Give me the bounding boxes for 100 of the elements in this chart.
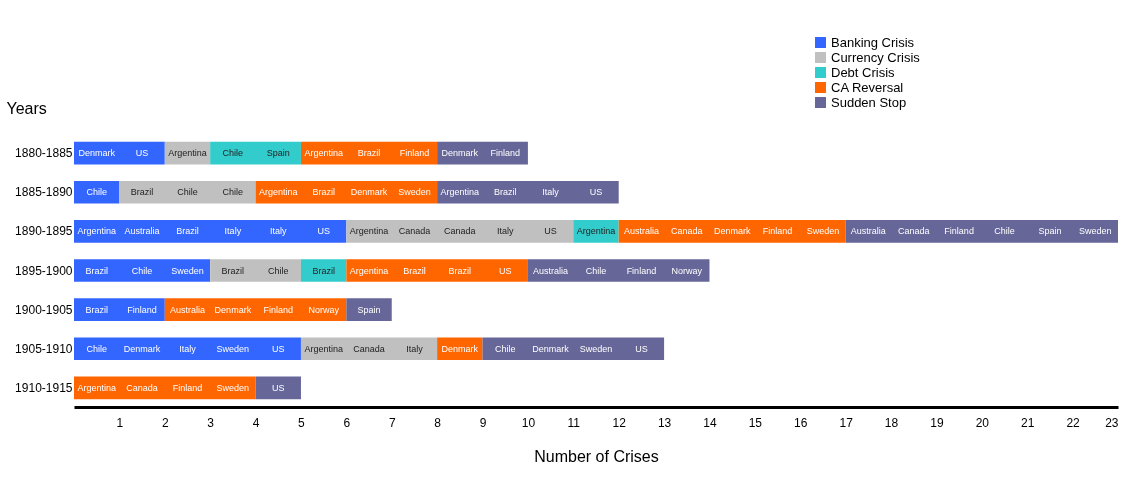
annotation: Spain [1038, 226, 1062, 237]
annotation: Chile [131, 265, 153, 276]
bar [482, 337, 665, 361]
annotation: Brazil [448, 265, 472, 276]
x-axis-title: Number of Crises [534, 447, 659, 465]
legend-label: CA Reversal [831, 79, 904, 95]
bar [74, 141, 165, 165]
annotation: Brazil [312, 187, 335, 198]
bar [74, 180, 120, 204]
x-tick-label: 12 [612, 415, 627, 430]
annotation: Canada [444, 226, 476, 237]
annotation: Norway [671, 265, 703, 276]
x-tick-label: 1 [116, 415, 124, 430]
annotation: Finland [944, 226, 974, 237]
x-tick-label: 3 [207, 415, 215, 430]
x-tick-label: 18 [884, 415, 899, 430]
y-tick-label: 1890-1895 [15, 224, 73, 239]
annotation: Canada [398, 226, 431, 237]
annotation: Italy [496, 226, 514, 237]
annotation: Argentina [168, 148, 207, 159]
bar [210, 141, 301, 165]
annotation: Canada [126, 382, 158, 393]
annotation: Argentina [77, 226, 116, 237]
bar [346, 259, 528, 282]
annotation: Argentina [77, 382, 116, 393]
annotation: Denmark [78, 148, 116, 159]
annotation: Chile [268, 265, 289, 276]
annotation: Sweden [398, 187, 431, 198]
annotation: Chile [585, 265, 607, 276]
y-tick-label: 1880-1885 [15, 146, 73, 161]
annotation: Denmark [532, 343, 570, 354]
annotation: Australia [533, 265, 569, 276]
annotation: Chile [86, 343, 107, 354]
x-tick-label: 8 [434, 415, 442, 430]
annotation: Argentina [349, 226, 389, 237]
y-tick-label: 1900-1905 [15, 302, 73, 317]
annotation: Argentina [440, 187, 480, 198]
y-tick-label: 1910-1915 [15, 380, 73, 395]
legend-label: Banking Crisis [831, 34, 915, 50]
x-tick-label: 13 [657, 415, 672, 430]
annotation: Finland [626, 265, 657, 276]
x-tick-label: 21 [1021, 415, 1035, 430]
annotation: Italy [406, 343, 424, 354]
annotation: US [498, 265, 512, 276]
bar [210, 259, 301, 282]
annotation: US [544, 226, 557, 237]
x-tick-label: 7 [388, 415, 396, 430]
annotation: Denmark [441, 343, 479, 354]
annotation: Argentina [304, 343, 343, 354]
annotation: Sweden [806, 226, 840, 237]
annotation: Brazil [312, 265, 335, 276]
x-tick-label: 5 [298, 415, 306, 430]
annotation: US [272, 343, 285, 354]
annotation: Finland [263, 304, 294, 315]
annotation: US [635, 343, 648, 354]
annotation: Sweden [216, 343, 250, 354]
annotation: Italy [179, 343, 197, 354]
annotation: Italy [542, 187, 560, 198]
annotation: Chile [222, 187, 244, 198]
annotation: Australia [169, 304, 205, 315]
annotation: Chile [222, 148, 244, 159]
annotation: Spain [266, 148, 290, 159]
annotation: Australia [850, 226, 886, 237]
annotation: Brazil [493, 187, 517, 198]
annotation: Argentina [349, 265, 389, 276]
annotation: Brazil [85, 304, 108, 315]
bar [437, 180, 619, 204]
annotation: Finland [762, 226, 793, 237]
x-tick-label: 11 [567, 415, 581, 430]
annotation: Canada [897, 226, 930, 237]
x-tick-label: 15 [748, 415, 763, 430]
annotation: Chile [494, 343, 516, 354]
legend-label: Currency Crisis [831, 49, 921, 65]
annotation: Denmark [350, 187, 388, 198]
annotation: Sweden [579, 343, 613, 354]
annotation: Argentina [576, 226, 616, 237]
legend-label: Sudden Stop [831, 94, 907, 110]
annotation: Chile [994, 226, 1015, 237]
x-tick-label: 20 [975, 415, 990, 430]
annotation: Sweden [1079, 226, 1112, 237]
annotation: Brazil [176, 226, 199, 237]
annotation: Brazil [85, 265, 108, 276]
annotation: US [272, 382, 285, 393]
annotation: Denmark [214, 304, 252, 315]
x-tick-label: 19 [930, 415, 944, 430]
x-tick-label: 14 [703, 415, 717, 430]
x-tick-label: 22 [1066, 415, 1081, 430]
bar [74, 337, 301, 361]
annotation: Canada [671, 226, 703, 237]
annotation: Denmark [441, 148, 479, 159]
bar [74, 298, 165, 321]
bar [300, 259, 347, 282]
annotation: Australia [124, 226, 160, 237]
annotation: Finland [127, 304, 157, 315]
annotation: Finland [490, 148, 520, 159]
y-tick-label: 1905-1910 [15, 341, 73, 356]
annotation: Finland [399, 148, 430, 159]
bar [74, 259, 211, 282]
bar [119, 180, 256, 204]
annotation: Argentina [304, 148, 343, 159]
